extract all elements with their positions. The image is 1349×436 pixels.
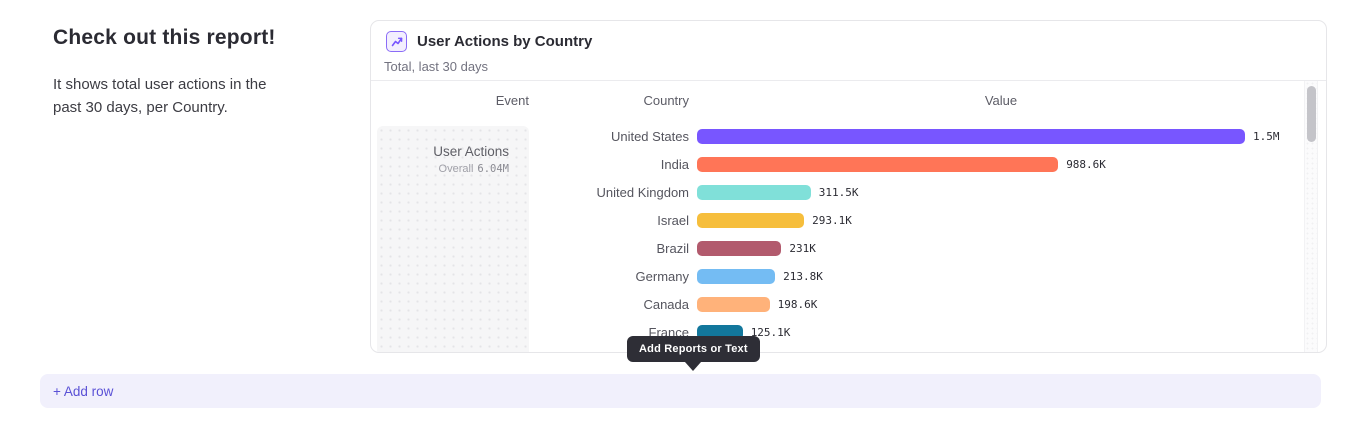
scrollbar-thumb[interactable] — [1307, 86, 1316, 142]
intro-title: Check out this report! — [53, 26, 276, 49]
scrollbar-track[interactable] — [1304, 81, 1318, 352]
value-label: 198.6K — [777, 298, 818, 311]
add-row-label: + Add row — [53, 383, 114, 399]
event-cell[interactable]: User Actions Overall 6.04M — [377, 126, 529, 352]
value-label: 988.6K — [1066, 158, 1106, 171]
bar-track: 198.6K — [697, 297, 817, 312]
value-label: 1.5M — [1253, 130, 1280, 143]
report-card[interactable]: User Actions by Country Total, last 30 d… — [370, 20, 1327, 353]
tooltip-text: Add Reports or Text — [639, 343, 748, 355]
value-label: 231K — [789, 242, 816, 255]
chart-row[interactable]: Israel 293.1K — [371, 207, 852, 235]
country-label: United States — [610, 129, 689, 144]
value-label: 125.1K — [750, 326, 791, 339]
bar[interactable] — [697, 213, 805, 228]
report-chart-icon — [386, 31, 407, 52]
value-label: 213.8K — [783, 270, 823, 283]
bar[interactable] — [697, 269, 776, 284]
chart-row[interactable]: United Kingdom 311.5K — [371, 179, 859, 207]
bar-track: 988.6K — [697, 157, 1106, 172]
add-reports-tooltip: Add Reports or Text — [627, 336, 760, 371]
event-overall: Overall 6.04M — [377, 163, 509, 175]
event-overall-label: Overall — [438, 163, 474, 175]
bar-track: 231K — [697, 241, 816, 256]
bar[interactable] — [697, 241, 782, 256]
chart-row[interactable]: Canada 198.6K — [371, 291, 817, 319]
bar[interactable] — [697, 129, 1245, 144]
value-label: 293.1K — [812, 214, 852, 227]
column-header-event: Event — [495, 93, 529, 108]
bar-track: 1.5M — [697, 129, 1280, 144]
report-subtitle: Total, last 30 days — [384, 59, 489, 74]
value-label: 311.5K — [818, 186, 859, 199]
event-name: User Actions — [433, 144, 509, 159]
bar[interactable] — [697, 157, 1059, 172]
intro-description: It shows total user actions in the past … — [53, 76, 267, 116]
country-label: United Kingdom — [596, 185, 690, 200]
country-label: Canada — [643, 297, 689, 312]
country-label: Brazil — [656, 241, 689, 256]
chart-row[interactable]: India 988.6K — [371, 151, 1106, 179]
country-label: Israel — [657, 213, 689, 228]
bar[interactable] — [697, 185, 811, 200]
bar-track: 293.1K — [697, 213, 852, 228]
bar-track: 213.8K — [697, 269, 823, 284]
report-title[interactable]: User Actions by Country — [417, 33, 593, 50]
bar[interactable] — [697, 297, 770, 312]
event-overall-value: 6.04M — [477, 163, 509, 175]
column-header-country: Country — [643, 93, 689, 108]
report-table: Event Country Value User Actions Overall… — [371, 81, 1326, 352]
report-card-header: User Actions by Country Total, last 30 d… — [371, 21, 1326, 81]
country-label: India — [660, 157, 689, 172]
chart-row[interactable]: United States 1.5M — [371, 123, 1280, 151]
add-row-button[interactable]: + Add row — [40, 374, 1321, 408]
chart-row[interactable]: Germany 213.8K — [371, 263, 823, 291]
bar-track: 311.5K — [697, 185, 859, 200]
country-label: Germany — [635, 269, 689, 284]
chart-row[interactable]: Brazil 231K — [371, 235, 816, 263]
column-header-value: Value — [984, 93, 1018, 108]
